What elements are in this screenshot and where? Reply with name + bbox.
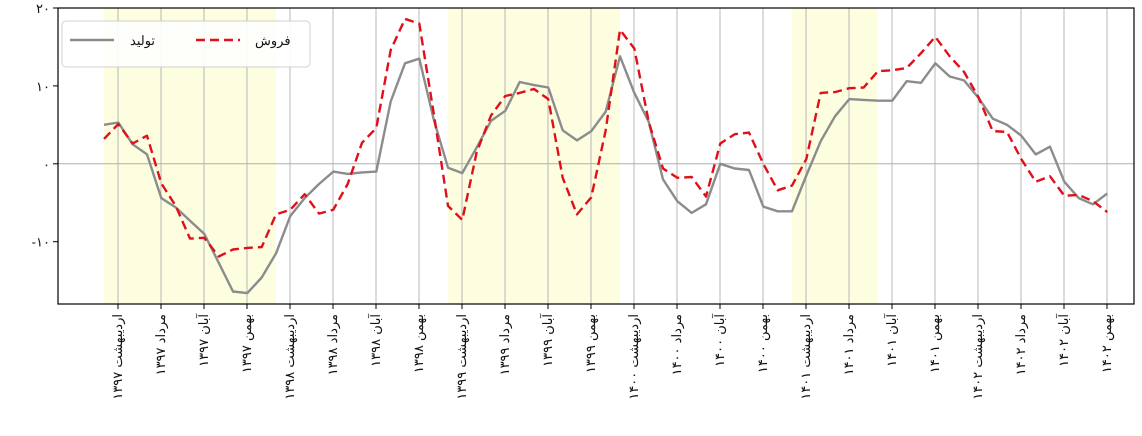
plot-frame [57,7,1135,305]
x-tick-label-1: اردیبهشت ۱۳۹۷ [111,314,126,400]
x-tick-label-6: مرداد ۱۳۹۸ [326,314,341,375]
x-tick-label-12: بهمن ۱۳۹۹ [584,314,599,373]
plot-border [57,7,1135,305]
x-tick-label-8: بهمن ۱۳۹۸ [412,314,427,373]
x-tick-label-20: بهمن ۱۴۰۱ [928,314,943,373]
x-tick-label-4: بهمن ۱۳۹۷ [240,314,255,373]
shaded-period-3 [791,8,878,304]
x-tick-label-3: آبان ۱۳۹۷ [195,313,212,367]
x-tick-label-15: آبان ۱۴۰۰ [711,313,728,367]
legend: تولید فروش [61,20,311,68]
series-line-sales [103,17,1109,258]
x-tick-label-23: آبان ۱۴۰۲ [1055,313,1072,367]
x-tick-label-16: بهمن ۱۴۰۰ [756,314,771,373]
y-tick-label-2: ۱۰ [36,80,50,95]
x-tick-label-21: اردیبهشت ۱۴۰۲ [971,314,986,400]
x-tick-label-24: بهمن ۱۴۰۲ [1100,314,1115,373]
y-tick-label-3: ۰ [43,158,50,173]
x-tick-label-14: مرداد ۱۴۰۰ [670,314,685,375]
y-tick-label-1: ۲۰ [36,2,50,17]
x-axis: اردیبهشت ۱۳۹۷ مرداد ۱۳۹۷ آبان ۱۳۹۷ بهمن ۱۳۹… [111,304,1115,400]
legend-label-production: تولید [130,34,155,49]
legend-box [61,20,311,68]
x-tick-label-13: اردیبهشت ۱۴۰۰ [627,314,642,400]
series-line-production [103,55,1109,295]
series-lines [103,17,1109,295]
x-tick-label-11: آبان ۱۳۹۹ [539,313,556,367]
x-tick-label-7: آبان ۱۳۹۸ [367,313,384,367]
x-tick-label-9: اردیبهشت ۱۳۹۹ [455,314,470,400]
y-tick-label-4: -۱۰ [32,236,50,251]
x-tick-label-19: آبان ۱۴۰۱ [883,313,900,367]
shaded-period-2 [447,8,620,304]
x-tick-label-10: مرداد ۱۳۹۹ [498,314,513,375]
legend-label-sales: فروش [255,34,291,49]
x-tick-label-5: اردیبهشت ۱۳۹۸ [283,314,298,400]
y-axis: ۲۰ ۱۰ ۰ -۱۰ [32,2,58,251]
x-tick-label-18: مرداد ۱۴۰۱ [842,314,857,375]
x-tick-label-2: مرداد ۱۳۹۷ [154,314,169,375]
x-tick-label-17: اردیبهشت ۱۴۰۱ [799,314,814,400]
x-tick-label-22: مرداد ۱۴۰۲ [1014,314,1029,375]
